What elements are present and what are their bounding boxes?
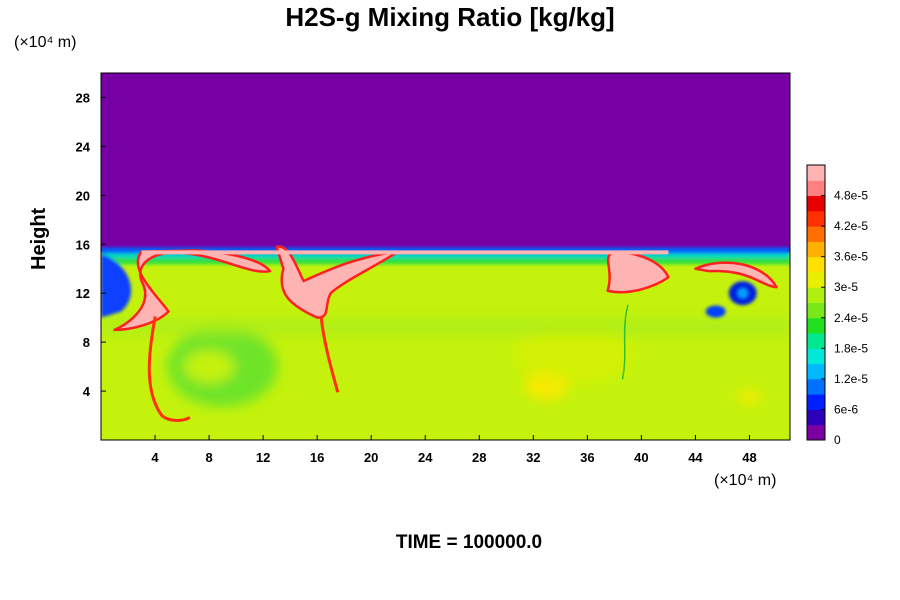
right-eddy-lower [705,305,726,318]
y-tick-label: 20 [76,188,90,203]
colorbar-tick-label: 3.6e-5 [834,250,868,264]
colorbar-tick-label: 1.8e-5 [834,341,868,355]
colorbar-segment [807,394,825,410]
y-tick-label: 24 [76,139,91,154]
plot-area [100,72,791,441]
colorbar-segment [807,271,825,288]
colorbar-tick-label: 4.8e-5 [834,189,868,203]
y-tick-label: 16 [76,237,90,252]
colorbar-tick-label: 0 [834,433,841,447]
x-tick-label: 48 [742,450,756,465]
colorbar-segment [807,287,825,303]
x-tick-label: 16 [310,450,324,465]
colorbar [806,164,826,441]
x-tick-label: 8 [205,450,212,465]
tendril-center [319,316,339,393]
x-axis-unit: (×10⁴ m) [714,472,777,489]
colorbar-segment [807,363,825,380]
y-axis-ticks: 4 8 12 16 20 24 28 [76,90,106,399]
x-tick-label: 44 [688,450,703,465]
colorbar-segment [807,378,825,395]
y-axis-unit: (×10⁴ m) [14,34,77,51]
x-tick-label: 40 [634,450,648,465]
colorbar-tick-label: 6e-6 [834,402,858,416]
x-tick-label: 4 [151,450,159,465]
upper-region [101,73,790,253]
y-tick-label: 4 [83,384,91,399]
y-tick-label: 8 [83,335,90,350]
colorbar-segment [807,424,825,441]
colorbar-tick-label: 3e-5 [834,280,858,294]
plume-base-band [101,317,790,336]
colorbar-segment [807,241,825,258]
boundary-green [101,258,790,265]
colorbar-segment [807,348,825,365]
warm-spot-right [737,390,762,405]
colorbar-segment [807,226,825,242]
plume-left [113,249,272,332]
colorbar-segment [807,409,825,426]
chart-title: H2S-g Mixing Ratio [kg/kg] [285,2,615,32]
colorbar-segment [807,180,825,197]
colorbar-segment [807,333,825,349]
colorbar-ticks: 0 6e-6 1.2e-5 1.8e-5 2.4e-5 3e-5 3.6e-5 4.2e-5 4… [821,189,868,447]
x-tick-label: 36 [580,450,594,465]
colorbar-frame [806,164,826,441]
boundary-cyan [101,253,790,259]
right-eddy-core [737,288,748,299]
colorbar-segment [807,165,825,181]
x-tick-label: 32 [526,450,540,465]
plume-far-right [694,261,778,289]
x-tick-label: 20 [364,450,378,465]
colorbar-tick-label: 1.2e-5 [834,372,868,386]
field-texture [101,317,790,407]
tendrils [147,304,629,422]
plume-center-left [275,245,400,319]
colorbar-segment [807,256,825,273]
field-band [513,324,634,385]
y-tick-label: 28 [76,90,90,105]
x-axis-ticks: 4 8 12 16 20 24 28 32 36 40 44 48 [151,435,757,465]
colorbar-tick-label: 4.2e-5 [834,219,868,233]
colorbar-segment [807,210,825,227]
colorbar-segment [807,302,825,319]
time-label: TIME = 100000.0 [395,532,543,553]
colorbar-tick-label: 2.4e-5 [834,311,868,325]
heatmap-field [101,73,790,440]
colorbar-segment [807,317,825,334]
plume-top-strip [141,250,669,255]
tendril-left [147,316,191,422]
colorbar-segment [807,195,825,212]
plume [113,245,778,332]
plot-frame [100,72,791,441]
y-tick-label: 12 [76,286,90,301]
left-edge-intrusion [101,254,132,318]
plume-right [606,250,670,294]
tendril-right [621,304,629,380]
x-tick-label: 24 [418,450,433,465]
eddy-left-core [184,350,235,383]
x-tick-label: 28 [472,450,486,465]
x-tick-label: 12 [256,450,270,465]
